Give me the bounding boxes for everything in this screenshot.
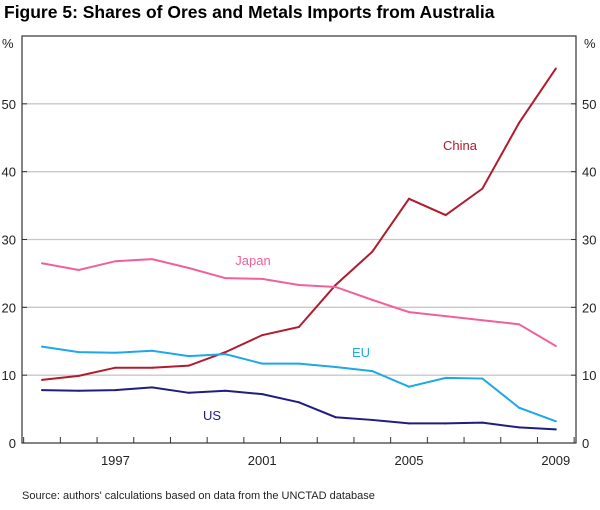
data-point-us — [518, 426, 521, 429]
data-point-us — [444, 422, 447, 425]
data-point-china — [187, 364, 190, 367]
data-point-us — [261, 393, 264, 396]
data-point-china — [554, 67, 557, 70]
data-point-japan — [261, 277, 264, 280]
chart-source-note: Source: authors' calculations based on d… — [22, 490, 375, 502]
data-point-eu — [518, 406, 521, 409]
y-axis-unit-right: % — [584, 36, 596, 51]
y-axis-unit-left: % — [2, 36, 14, 51]
data-point-us — [77, 389, 80, 392]
series-line-eu — [41, 345, 557, 423]
x-tick-label: 2001 — [248, 453, 277, 468]
data-point-eu — [444, 376, 447, 379]
data-point-us — [371, 418, 374, 421]
data-point-us — [297, 401, 300, 404]
data-point-japan — [444, 315, 447, 318]
data-point-eu — [371, 370, 374, 373]
y-tick-label-right: 30 — [582, 233, 596, 248]
data-point-japan — [151, 258, 154, 261]
data-point-japan — [297, 283, 300, 286]
data-point-eu — [261, 362, 264, 365]
y-tick-label-right: 50 — [582, 97, 596, 112]
data-point-us — [151, 386, 154, 389]
data-point-china — [334, 283, 337, 286]
data-point-china — [297, 326, 300, 329]
chart-title: Figure 5: Shares of Ores and Metals Impo… — [4, 2, 495, 22]
data-point-china — [518, 121, 521, 124]
y-tick-label-left: 0 — [9, 436, 16, 451]
data-point-china — [77, 374, 80, 377]
data-point-eu — [41, 345, 43, 348]
data-point-china — [371, 250, 374, 253]
data-point-us — [408, 422, 410, 425]
data-point-eu — [77, 351, 80, 354]
data-point-us — [187, 391, 190, 394]
data-point-japan — [334, 285, 337, 288]
data-point-japan — [114, 260, 117, 263]
data-point-eu — [114, 351, 117, 354]
x-tick-label: 2005 — [395, 453, 424, 468]
plot-frame — [21, 35, 577, 444]
x-tick-label: 1997 — [101, 453, 130, 468]
data-point-china — [224, 351, 227, 354]
data-point-japan — [554, 344, 557, 347]
data-point-eu — [408, 385, 410, 388]
data-point-china — [408, 197, 410, 200]
y-tick-label-left: 50 — [2, 97, 16, 112]
data-point-china — [444, 214, 447, 217]
data-point-eu — [224, 353, 227, 356]
series-line-us — [41, 386, 556, 431]
data-point-eu — [481, 377, 484, 380]
data-point-china — [41, 378, 43, 381]
data-point-eu — [187, 355, 190, 358]
data-point-us — [334, 416, 337, 419]
data-point-us — [554, 428, 557, 431]
data-point-us — [224, 389, 227, 392]
data-point-eu — [151, 349, 154, 352]
data-point-japan — [224, 277, 227, 280]
y-tick-label-right: 20 — [582, 300, 596, 315]
y-tick-label-left: 10 — [2, 368, 16, 383]
data-point-eu — [554, 420, 557, 423]
y-tick-label-right: 0 — [582, 436, 589, 451]
data-point-eu — [297, 362, 300, 365]
data-point-japan — [187, 266, 190, 269]
y-tick-label-right: 40 — [582, 165, 596, 180]
series-line-japan — [41, 258, 557, 347]
data-point-eu — [334, 366, 337, 369]
data-point-china — [151, 366, 154, 369]
data-point-us — [481, 421, 484, 424]
series-label-eu: EU — [352, 345, 370, 360]
data-point-us — [114, 389, 117, 392]
data-point-japan — [41, 262, 43, 265]
y-tick-label-left: 40 — [2, 165, 16, 180]
data-point-japan — [77, 269, 80, 272]
series-line-china — [41, 67, 557, 381]
data-point-japan — [371, 298, 374, 301]
series-label-china: China — [443, 138, 478, 153]
series-label-us: US — [203, 408, 221, 423]
data-point-japan — [481, 319, 484, 322]
data-point-us — [41, 389, 43, 392]
data-point-china — [114, 366, 117, 369]
data-point-japan — [408, 311, 410, 314]
data-point-japan — [518, 323, 521, 326]
y-tick-label-right: 10 — [582, 368, 596, 383]
data-point-china — [261, 334, 264, 337]
y-tick-label-left: 20 — [2, 300, 16, 315]
x-tick-label: 2009 — [541, 453, 570, 468]
data-point-china — [481, 187, 484, 190]
series-label-japan: Japan — [235, 253, 270, 268]
y-tick-label-left: 30 — [2, 233, 16, 248]
